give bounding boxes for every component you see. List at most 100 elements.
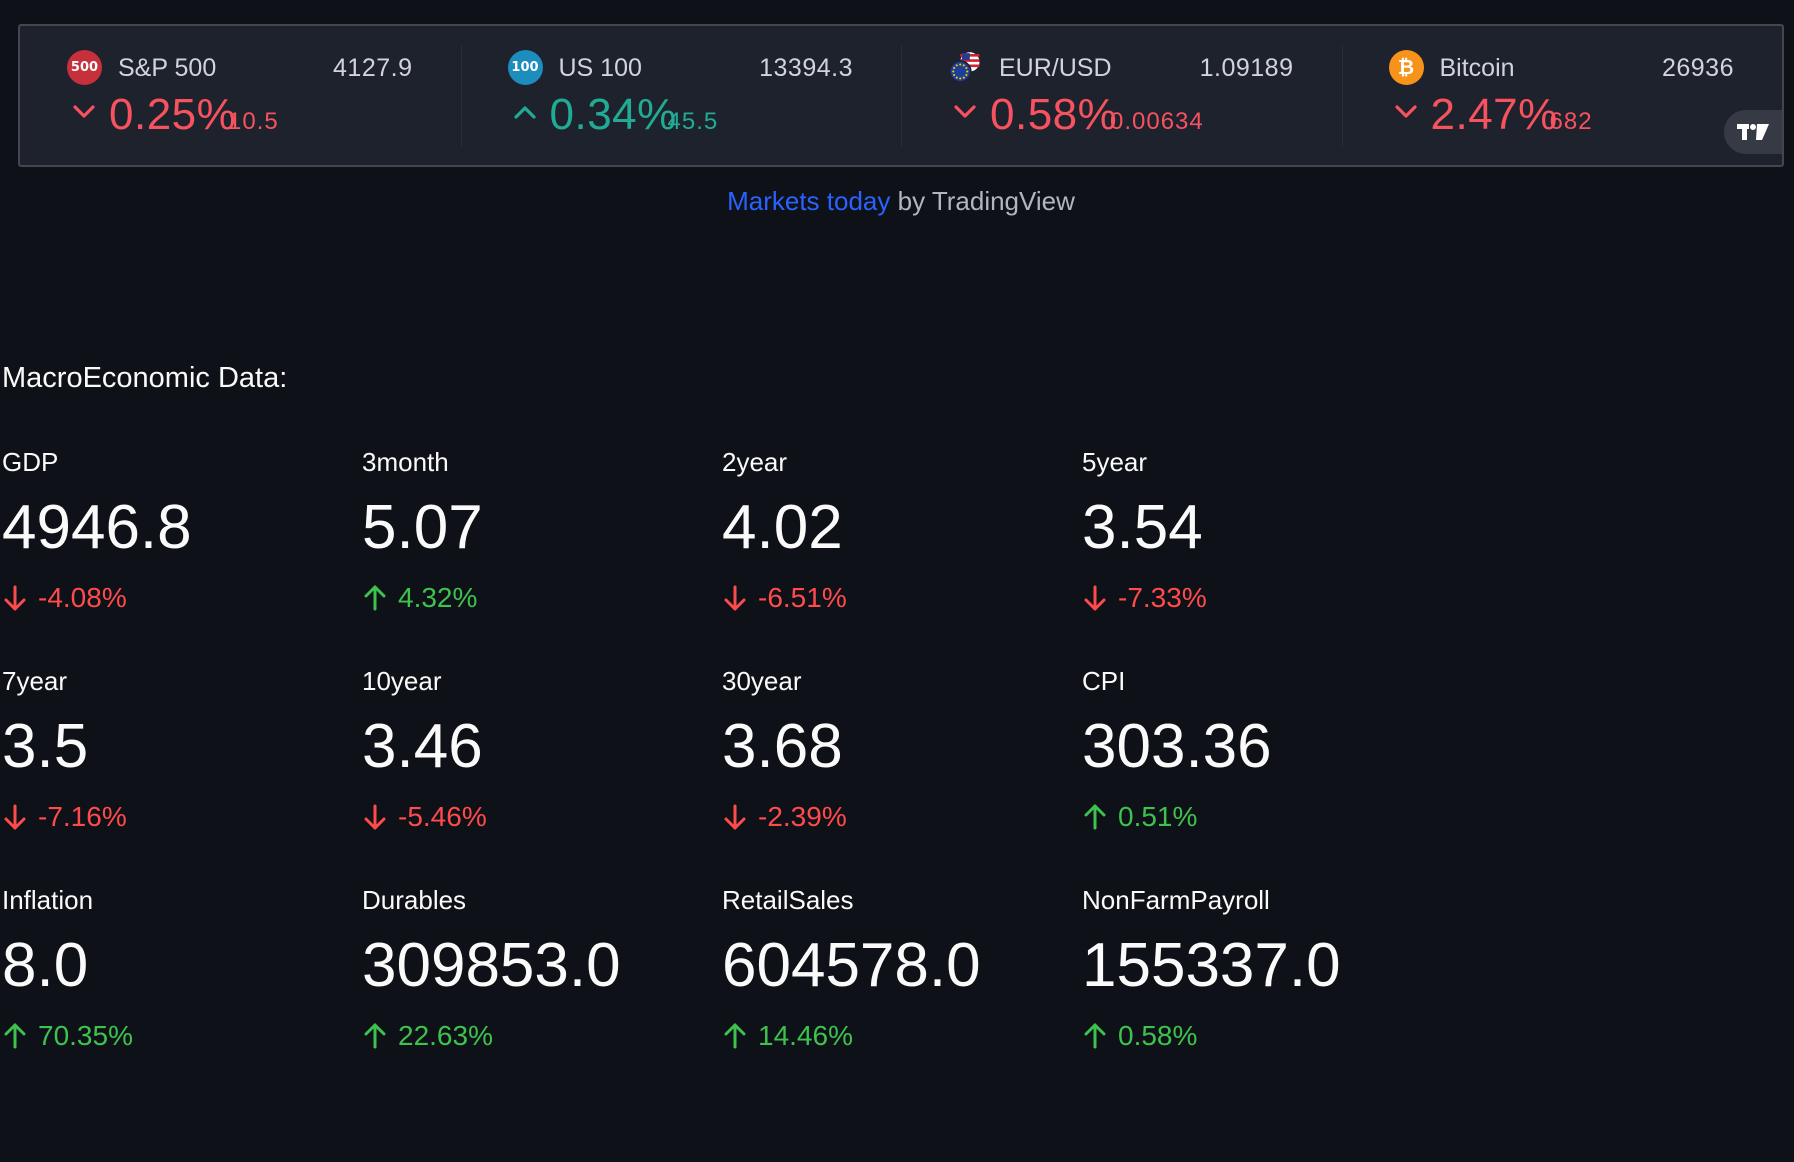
ticker-tape-widget: 500 S&P 500 4127.9 0.25% 10.5 100 US 100… (18, 24, 1784, 167)
metric-delta: -5.46% (362, 799, 702, 835)
arrow-down-icon (724, 804, 746, 830)
tradingview-logo-badge[interactable] (1724, 110, 1782, 154)
metric-label: Durables (362, 885, 467, 915)
metric-retailsales: RetailSales 604578.0 14.46% (722, 882, 1062, 1054)
metric-nonfarmpayroll: NonFarmPayroll 155337.0 0.58% (1082, 882, 1422, 1054)
arrow-down-icon (4, 804, 26, 830)
arrow-down-icon (364, 804, 386, 830)
metric-delta-value: 14.46% (758, 1020, 853, 1051)
ticker-change-absolute: 10.5 (228, 108, 279, 135)
metric-delta: -7.16% (2, 799, 342, 835)
metric-delta-value: -7.16% (38, 801, 127, 832)
metric-delta-value: -4.08% (38, 582, 127, 613)
metric-5year: 5year 3.54 -7.33% (1082, 444, 1422, 616)
metric-value: 8.0 (2, 931, 89, 1000)
metric-label: 10year (362, 666, 442, 696)
ticker-change-absolute: 682 (1549, 108, 1593, 135)
arrow-up-icon (1084, 1023, 1106, 1049)
arrow-down-icon (1084, 585, 1106, 611)
ticker-price: 13394.3 (759, 54, 853, 82)
metric-value: 604578.0 (722, 931, 981, 1000)
metric-label: 3month (362, 447, 449, 477)
ticker-symbol-name: EUR/USD (999, 54, 1112, 82)
arrow-up-icon (724, 1023, 746, 1049)
metric-label: 30year (722, 666, 802, 696)
metric-value: 3.68 (722, 712, 843, 781)
metric-delta-value: 70.35% (38, 1020, 133, 1051)
metric-delta: -7.33% (1082, 580, 1422, 616)
metric-value: 3.46 (362, 712, 483, 781)
metric-delta: 4.32% (362, 580, 702, 616)
ticker-price: 4127.9 (333, 54, 413, 82)
ticker-change-percent: 0.25% (109, 90, 237, 139)
metric-value: 3.54 (1082, 493, 1203, 562)
metric-delta: 0.58% (1082, 1018, 1422, 1054)
ticker-change-percent: 0.34% (549, 90, 677, 139)
metric-value: 3.5 (2, 712, 89, 781)
ticker-item-btc[interactable]: ₿ Bitcoin 26936 2.47% 682 (1341, 26, 1782, 165)
metric-label: 7year (2, 666, 68, 696)
metric-value: 5.07 (362, 493, 483, 562)
metric-delta: 0.51% (1082, 799, 1422, 835)
metric-value: 4946.8 (2, 493, 192, 562)
arrow-down-icon (4, 585, 26, 611)
metric-7year: 7year 3.5 -7.16% (2, 663, 342, 835)
metric-value: 4.02 (722, 493, 843, 562)
metric-delta-value: 4.32% (398, 582, 478, 613)
ticker-item-eurusd[interactable]: EUR/USD 1.09189 0.58% 0.00634 (901, 26, 1342, 165)
ticker-caption: Markets today by TradingView (0, 186, 1794, 217)
ticker-change-absolute: 45.5 (667, 108, 719, 135)
metric-delta-value: -7.33% (1118, 582, 1207, 613)
metric-gdp: GDP 4946.8 -4.08% (2, 444, 342, 616)
ticker-symbol-name: Bitcoin (1439, 54, 1515, 82)
metric-label: GDP (2, 447, 59, 477)
metric-delta-value: 22.63% (398, 1020, 493, 1051)
metric-delta-value: 0.51% (1118, 801, 1198, 832)
arrow-up-icon (364, 1023, 386, 1049)
metric-delta: 70.35% (2, 1018, 342, 1054)
metric-label: 5year (1082, 447, 1148, 477)
metric-delta: -2.39% (722, 799, 1062, 835)
ticker-change-percent: 2.47% (1430, 90, 1558, 139)
metric-inflation: Inflation 8.0 70.35% (2, 882, 342, 1054)
markets-today-link[interactable]: Markets today (727, 186, 891, 216)
metric-3month: 3month 5.07 4.32% (362, 444, 702, 616)
caption-suffix: by TradingView (890, 186, 1075, 216)
chevron-up-icon (513, 106, 536, 119)
macro-section-title: MacroEconomic Data: (2, 362, 288, 394)
metric-2year: 2year 4.02 -6.51% (722, 444, 1062, 616)
chevron-down-icon (73, 105, 95, 118)
ticker-item-spx[interactable]: 500 S&P 500 4127.9 0.25% 10.5 (20, 26, 461, 165)
metric-delta-value: 0.58% (1118, 1020, 1198, 1051)
metric-value: 303.36 (1082, 712, 1272, 781)
metric-label: 2year (722, 447, 788, 477)
metric-30year: 30year 3.68 -2.39% (722, 663, 1062, 835)
metric-delta-value: -5.46% (398, 801, 487, 832)
metric-durables: Durables 309853.0 22.63% (362, 882, 702, 1054)
arrow-up-icon (364, 585, 386, 611)
ticker-price: 1.09189 (1199, 54, 1294, 82)
metric-label: CPI (1082, 666, 1126, 696)
eur-usd-flags-icon (948, 50, 983, 85)
metric-delta-value: -2.39% (758, 801, 847, 832)
ticker-symbol-name: US 100 (558, 54, 642, 82)
sp500-logo-icon: 500 (67, 50, 102, 85)
metric-delta: 22.63% (362, 1018, 702, 1054)
metric-cpi: CPI 303.36 0.51% (1082, 663, 1422, 835)
metric-delta: -4.08% (2, 580, 342, 616)
metric-delta: 14.46% (722, 1018, 1062, 1054)
ticker-change-absolute: 0.00634 (1110, 108, 1204, 135)
ticker-item-ndx[interactable]: 100 US 100 13394.3 0.34% 45.5 (460, 26, 902, 165)
metric-label: NonFarmPayroll (1082, 885, 1270, 915)
metric-delta: -6.51% (722, 580, 1062, 616)
ticker-price: 26936 (1661, 54, 1734, 82)
metric-value: 155337.0 (1082, 931, 1341, 1000)
chevron-down-icon (1394, 105, 1417, 118)
bitcoin-logo-icon: ₿ (1388, 50, 1424, 85)
metric-10year: 10year 3.46 -5.46% (362, 663, 702, 835)
us100-logo-icon: 100 (507, 50, 543, 85)
metric-value: 309853.0 (362, 931, 621, 1000)
metric-label: Inflation (2, 885, 94, 915)
metric-delta-value: -6.51% (758, 582, 847, 613)
arrow-up-icon (4, 1023, 26, 1049)
